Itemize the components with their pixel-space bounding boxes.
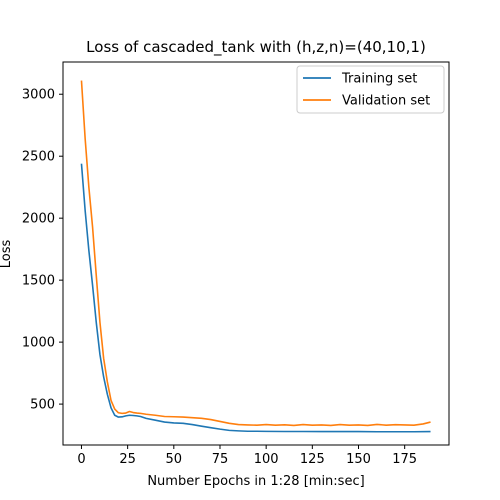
y-tick-label: 500 [30, 398, 55, 413]
x-tick-label: 75 [212, 452, 229, 467]
legend: Training set Validation set [296, 65, 445, 114]
axes-frame [62, 61, 450, 446]
y-tick-label: 1500 [22, 274, 55, 289]
y-tick-label: 3000 [22, 88, 55, 103]
y-tick-label: 2500 [22, 150, 55, 165]
x-tick-label: 175 [392, 452, 417, 467]
chart-title: Loss of cascaded_tank with (h,z,n)=(40,1… [86, 38, 426, 57]
x-tick-label: 150 [346, 452, 371, 467]
x-tick-label: 50 [166, 452, 183, 467]
legend-entry: Training set [341, 72, 417, 87]
x-tick-label: 100 [254, 452, 279, 467]
y-tick-label: 1000 [22, 336, 55, 351]
series-line-validation-set [80, 80, 431, 427]
x-tick-label: 25 [119, 452, 136, 467]
x-tick-label: 125 [300, 452, 325, 467]
x-tick-label: 0 [77, 452, 85, 467]
series-line-training-set [80, 163, 431, 433]
plot-area: 0 25 50 75 100 125 150 175 500 1000 1500 2000 2500 30… [22, 61, 450, 467]
legend-entry: Validation set [342, 94, 430, 109]
x-axis-label: Number Epochs in 1:28 [min:sec] [147, 474, 364, 489]
y-axis-label: Loss [0, 240, 14, 269]
y-tick-label: 2000 [22, 212, 55, 227]
legend-box [296, 65, 445, 114]
